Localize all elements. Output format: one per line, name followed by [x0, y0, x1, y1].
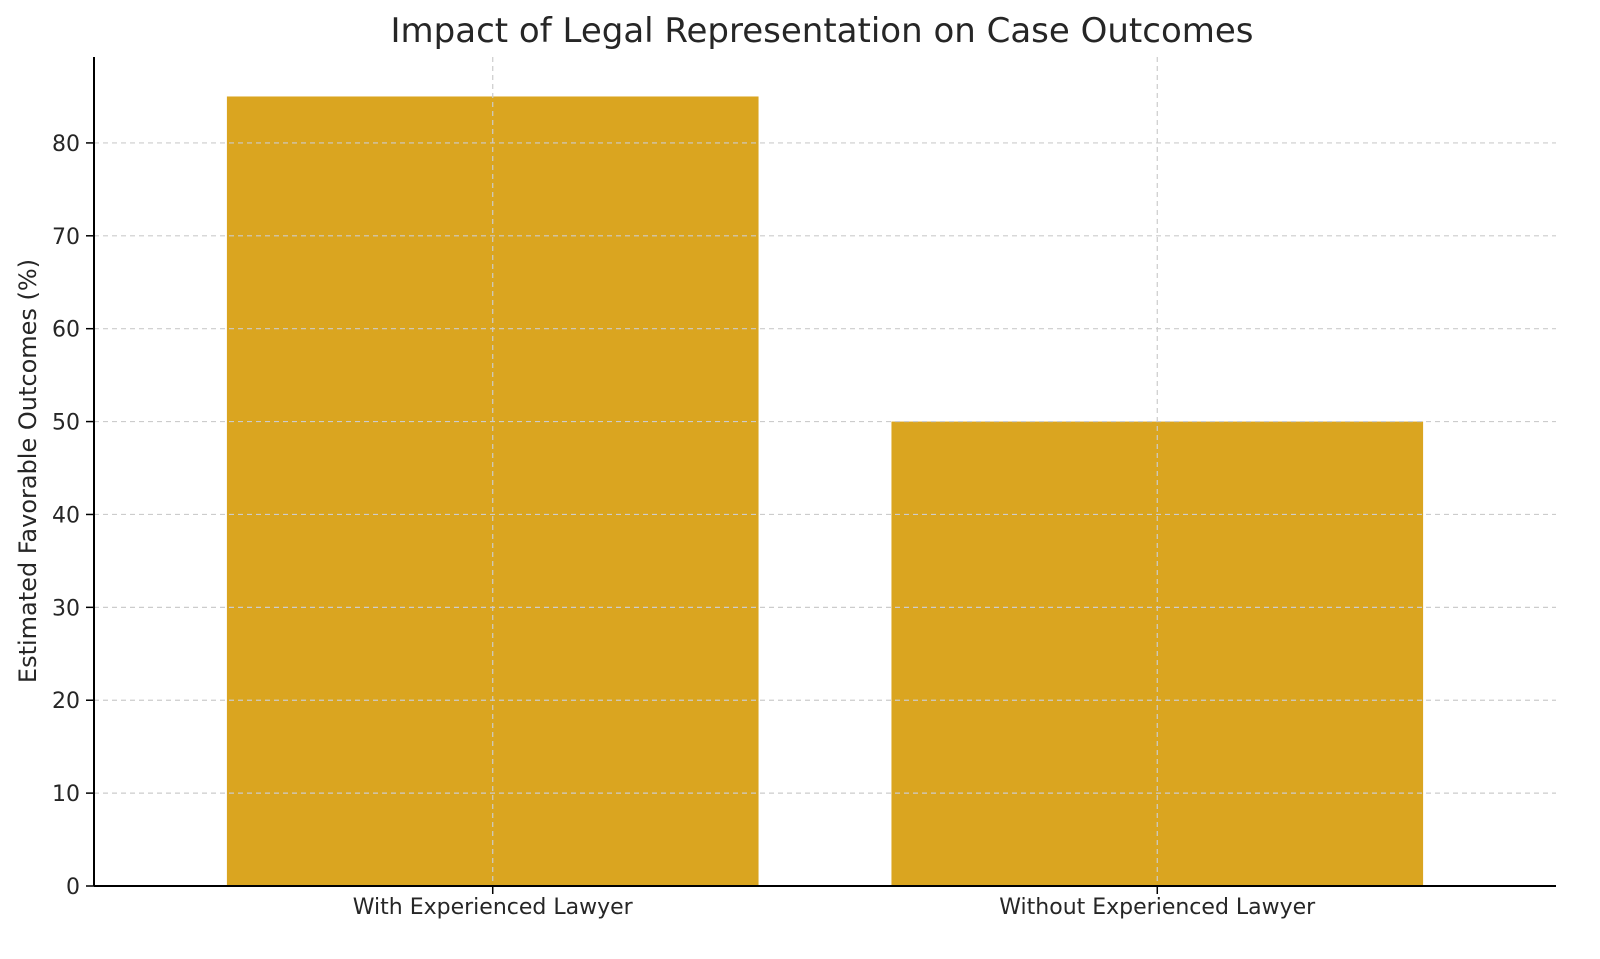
y-tick-label: 10: [52, 782, 80, 807]
y-tick-label: 80: [52, 132, 80, 157]
grid-layer: [94, 57, 1556, 886]
y-tick-label: 70: [52, 225, 80, 250]
x-tick-label: With Experienced Lawyer: [353, 895, 634, 920]
y-tick-label: 50: [52, 411, 80, 436]
y-tick-label: 30: [52, 596, 80, 621]
y-tick-label: 40: [52, 503, 80, 528]
bars-layer: [226, 96, 1424, 886]
x-tick-label: Without Experienced Lawyer: [999, 895, 1316, 920]
y-tick-label: 0: [66, 875, 80, 900]
y-tick-label: 20: [52, 689, 80, 714]
y-axis-label: Estimated Favorable Outcomes (%): [14, 259, 42, 683]
y-tick-label: 60: [52, 318, 80, 343]
chart-title: Impact of Legal Representation on Case O…: [391, 11, 1254, 51]
ticks-layer: 0 10 20 30 40 50 60 70 80 With Experienced Lawyer…: [52, 132, 1316, 920]
axes-layer: [93, 57, 1556, 887]
